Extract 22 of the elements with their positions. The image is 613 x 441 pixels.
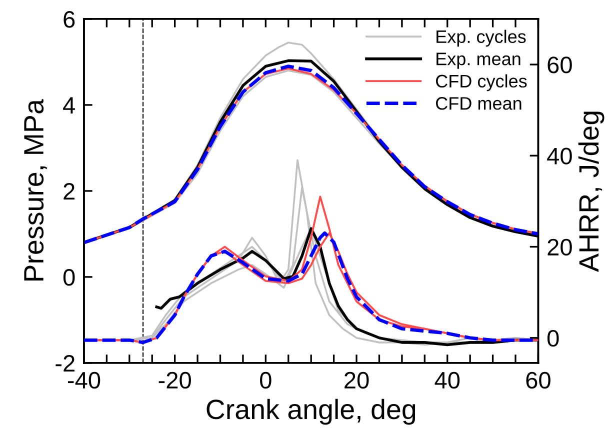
y2-tick-label: 20 [548,238,572,256]
legend-label: CFD cycles [436,74,527,92]
x-tick-label: 60 [526,372,550,389]
y-tick-label: 6 [64,11,75,28]
y2-tick-label: 40 [547,148,572,164]
x-tick-label: -20 [158,372,191,389]
x-tick-label: -40 [68,372,100,389]
y2-axis-title: AHRR, J/deg [578,112,604,272]
y2-tick-label: 60 [548,56,572,74]
x-axis-title: Crank angle, deg [206,398,416,425]
legend-label: CFD mean [436,97,522,110]
y-tick-label: 2 [64,183,74,200]
legend-label: Exp. cycles [436,30,526,47]
x-tick-label: 40 [434,372,460,389]
legend-label: Exp. mean [436,52,520,69]
x-tick-label: 0 [260,372,272,389]
y-tick-label: 4 [63,97,75,114]
y-tick-label: -2 [56,355,74,372]
y-axis-title: Pressure, MPa [24,99,47,281]
y-tick-label: 0 [63,269,75,286]
x-tick-label: 20 [344,372,369,389]
y2-tick-label: 0 [547,330,559,347]
